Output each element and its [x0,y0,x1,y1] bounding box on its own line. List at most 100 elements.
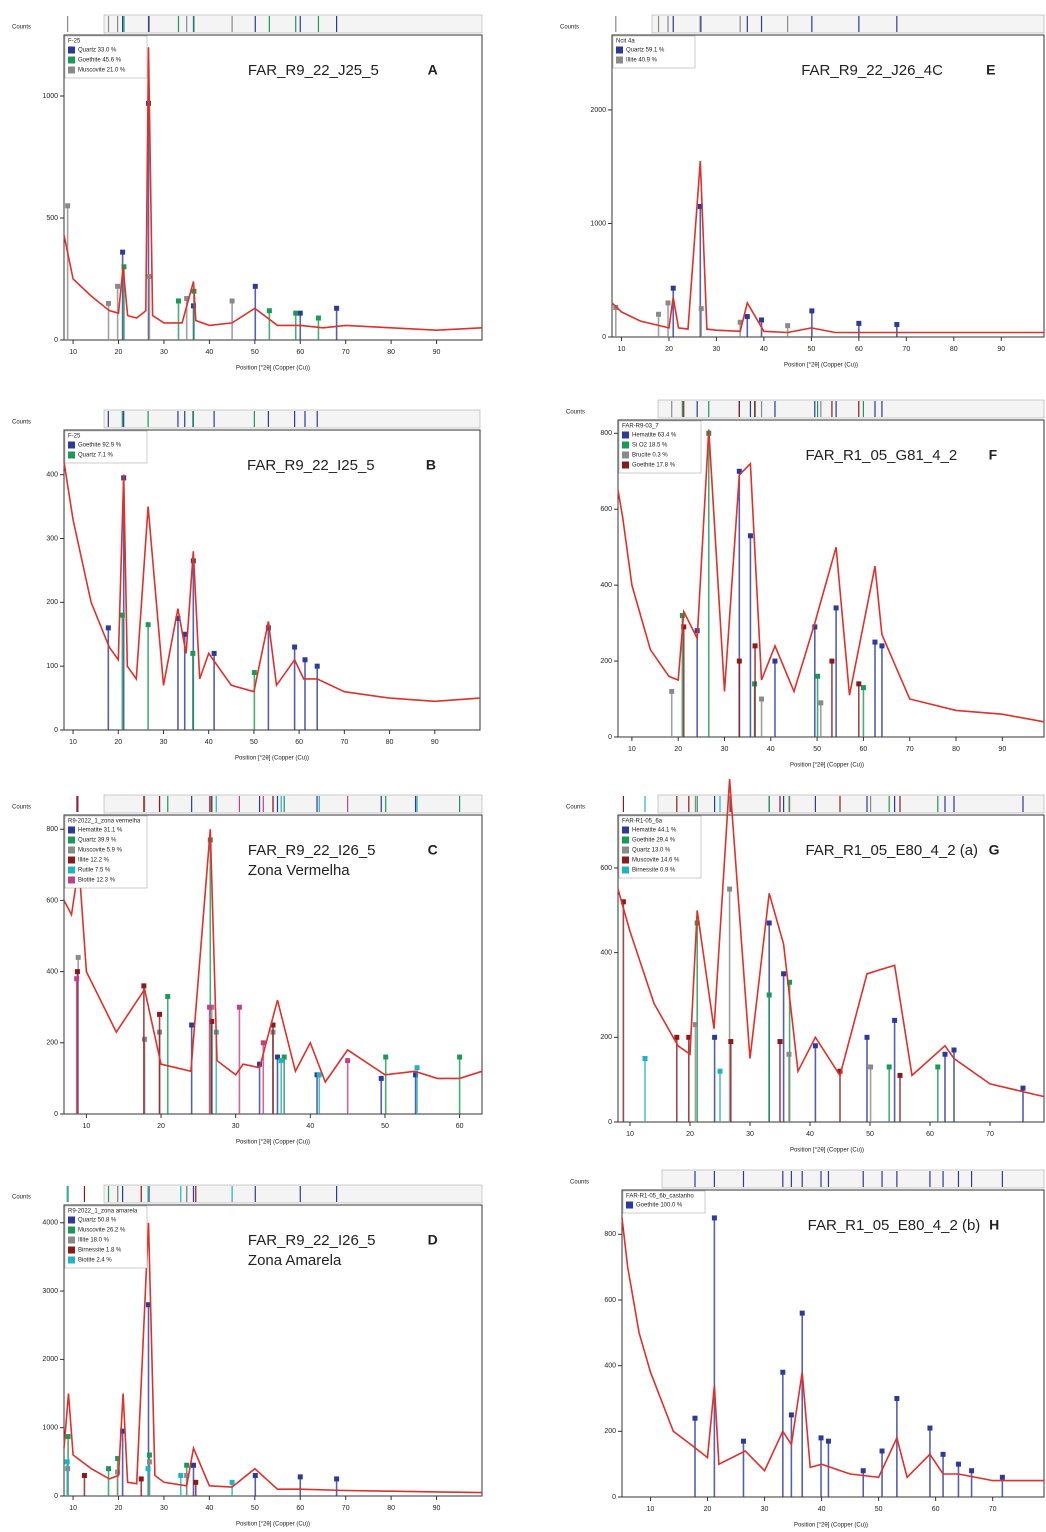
peak-marker [146,274,152,280]
legend-label: Biotite 2.4 % [78,1258,112,1264]
legend-label: Hematite 44.1 % [632,828,677,834]
plot-frame [63,429,481,731]
peak-marker [697,203,703,209]
peak-marker [772,658,778,664]
peak-marker [955,1461,961,1467]
y-tick-label: 200 [600,1034,612,1041]
legend-swatch [68,826,75,834]
x-tick-label: 50 [251,1505,259,1512]
y-tick-label: 200 [46,1040,58,1047]
legend-swatch [616,56,623,64]
peak-marker [265,625,271,631]
legend-label: Birnessite 1.8 % [78,1248,122,1254]
x-tick-label: 40 [760,346,768,353]
peak-marker [115,283,121,289]
x-tick-label: 90 [431,739,439,746]
peak-marker [679,613,685,619]
x-tick-label: 40 [306,1123,314,1130]
peak-marker [812,624,818,630]
x-tick-label: 20 [686,1131,694,1138]
x-tick-label: 40 [818,1506,826,1513]
legend-label: Hematite 31.1 % [78,828,123,834]
legend-label: Goethite 45.6 % [78,58,122,64]
legend-swatch [68,876,75,884]
peak-marker [747,533,753,539]
peak-marker [812,1043,818,1049]
legend-label: Biotite 12.3 % [78,878,116,884]
legend-swatch [622,846,629,854]
panel: Counts Position [°2θ] (Copper (Cu)) 0 200 40… [566,778,1045,1154]
legend-label: Quartz 59.1 % [626,48,665,54]
legend-label: Quartz 7.1 % [78,453,114,459]
legend-swatch [622,826,629,834]
y-tick-label: 0 [54,727,58,734]
y-tick-label: 600 [46,897,58,904]
peak-marker [145,1466,151,1472]
peak-marker [190,650,196,656]
y-tick-label: 400 [46,472,58,479]
peak-marker [252,1473,258,1479]
peak-marker [872,639,878,645]
x-tick-label: 60 [295,739,303,746]
x-tick-label: 20 [674,746,682,753]
x-tick-label: 90 [433,349,441,356]
panel: Counts Position [°2θ] (Copper (Cu)) 0 200 40… [566,399,1045,769]
chart-title: FAR_R1_05_E80_4_2 (a) [805,842,978,859]
sample-label: FAR-R9-03_7 [622,424,659,430]
x-tick-label: 70 [906,746,914,753]
y-axis-label: Counts [570,1180,589,1186]
x-tick-label: 70 [342,1505,350,1512]
peak-marker [209,1018,215,1024]
legend-label: Goethite 92.9 % [78,443,122,449]
x-tick-label: 70 [902,346,910,353]
y-axis-label: Counts [12,25,31,31]
peak-marker [146,1302,152,1308]
plot-frame [63,34,483,341]
peak-marker [951,1047,957,1053]
panel: Counts Position [°2θ] (Copper (Cu)) 0 200 40… [12,794,483,1146]
legend-swatch [622,451,629,459]
y-tick-label: 200 [604,1428,616,1435]
peak-marker [711,1215,717,1221]
x-axis-label: Position [°2θ] (Copper (Cu)) [784,363,858,369]
x-tick-label: 80 [950,346,958,353]
y-tick-label: 200 [46,599,58,606]
panel: Counts Position [°2θ] (Copper (Cu)) 0 200 40… [570,1169,1045,1529]
legend-swatch [68,846,75,854]
x-axis-label: Position [°2θ] (Copper (Cu)) [236,366,310,372]
peak-marker [698,306,704,312]
y-tick-label: 1000 [590,220,606,227]
peak-marker [744,314,750,320]
peak-marker [825,1438,831,1444]
peak-marker [642,1055,648,1061]
peak-marker [182,631,188,637]
peak-marker [211,650,217,656]
plot-frame [63,1204,483,1497]
chart-title: FAR_R9_22_I25_5 [247,457,375,474]
peak-marker [229,1479,235,1485]
x-tick-label: 60 [855,346,863,353]
reference-strip [103,794,483,814]
y-axis-label: Counts [12,805,31,811]
legend-label: Quartz 39.9 % [78,838,117,844]
x-tick-label: 60 [296,349,304,356]
x-tick-label: 60 [932,1506,940,1513]
sample-label: R9-2022_1_zona amarela [68,1209,138,1215]
plot-frame [617,419,1045,738]
peak-marker [278,1058,284,1064]
peak-marker [815,673,821,679]
peak-marker [766,920,772,926]
y-tick-label: 2000 [42,1356,58,1363]
x-tick-label: 10 [626,1131,634,1138]
legend-box [64,815,148,889]
peak-marker [74,976,80,982]
legend-swatch [68,56,75,64]
peak-marker [81,1473,87,1479]
legend-swatch [622,461,629,469]
legend-box [612,35,696,69]
panel-letter: C [428,842,438,858]
peak-marker [414,1065,420,1071]
peak-marker [692,1415,698,1421]
peak-marker [120,249,126,255]
